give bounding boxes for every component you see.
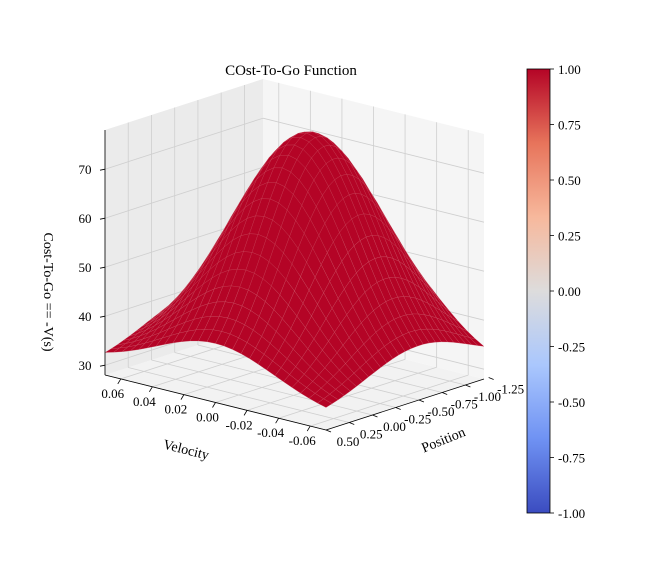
y-tick-mark: [349, 422, 355, 425]
z-tick-label: 40: [79, 309, 92, 324]
y-axis-line: [325, 378, 485, 431]
cost-surface: [104, 131, 485, 408]
x-axis-label: Velocity: [161, 438, 210, 464]
x-tick-mark: [117, 378, 122, 385]
chart-title: COst-To-Go Function: [225, 63, 357, 79]
surface-facet: [317, 398, 333, 408]
grid-line: [278, 366, 437, 419]
colorbar-ticks: 1.00 0.75 0.50 0.25 0.00 -0.25 -0.50 -0.75 -1.00: [550, 62, 585, 521]
axes-3d: -0.06 -0.04 -0.02 0.00 0.02 0.04 0.06 0.50 0.25…: [40, 79, 524, 464]
y-tick-mark: [418, 399, 425, 403]
x-tick-label: 0.02: [165, 402, 188, 417]
z-tick-mark: [99, 364, 106, 367]
colorbar-tick-label: -0.25: [558, 340, 585, 355]
x-tick-label: -0.04: [257, 425, 285, 440]
y-axis-label: Position: [420, 425, 468, 456]
y-tick-label: 0.00: [383, 419, 406, 434]
z-tick-label: 70: [79, 162, 92, 177]
y-tick-label: 0.50: [337, 434, 360, 449]
colorbar-tick-label: 0.75: [558, 118, 581, 133]
colorbar-tick-label: 1.00: [558, 62, 581, 77]
colorbar-gradient: [527, 69, 550, 513]
z-axis-ticks: 30 40 50 60 70: [79, 162, 106, 373]
y-tick-mark: [325, 429, 332, 433]
grid-line: [310, 374, 469, 427]
z-tick-label: 60: [79, 211, 92, 226]
y-tick-mark: [465, 384, 471, 388]
x-tick-label: 0.06: [101, 386, 124, 401]
colorbar-tick-label: 0.00: [558, 284, 581, 299]
z-tick-mark: [99, 266, 106, 269]
y-tick-label: -0.25: [404, 412, 431, 427]
y-tick-mark: [442, 392, 448, 395]
grid-line: [262, 117, 485, 174]
y-axis-ticks: 0.50 0.25 0.00-0.25-0.50-0.75-1.00-1.25: [325, 377, 524, 449]
y-tick-label: 0.25: [360, 427, 383, 442]
grid-line: [104, 166, 264, 219]
x-tick-label: -0.02: [226, 417, 253, 432]
x-tick-mark: [306, 425, 311, 432]
x-tick-mark: [180, 394, 185, 400]
colorbar-tick-label: -0.50: [558, 395, 585, 410]
y-tick-label: -1.00: [474, 389, 501, 404]
x-tick-mark: [243, 410, 248, 416]
z-axis-label: Cost-To-Go == -V(s): [40, 232, 55, 351]
z-tick-label: 30: [79, 358, 92, 373]
x-axis-ticks: -0.06 -0.04 -0.02 0.00 0.02 0.04 0.06: [101, 378, 317, 448]
z-tick-label: 50: [79, 260, 92, 275]
colorbar: 1.00 0.75 0.50 0.25 0.00 -0.25 -0.50 -0.75 -1.00: [526, 62, 585, 521]
colorbar-tick-label: -1.00: [558, 506, 585, 521]
z-tick-mark: [99, 217, 106, 220]
colorbar-tick-label: -0.75: [558, 451, 585, 466]
x-tick-label: 0.04: [133, 394, 156, 409]
x-tick-mark: [149, 386, 153, 392]
y-tick-mark: [488, 377, 494, 380]
y-tick-label: -0.75: [451, 397, 478, 412]
z-tick-mark: [99, 315, 106, 318]
colorbar-tick-label: 0.50: [558, 173, 581, 188]
y-tick-mark: [372, 414, 378, 418]
x-tick-label: 0.00: [196, 410, 219, 425]
colorbar-tick-label: 0.25: [558, 229, 581, 244]
x-tick-mark: [275, 418, 279, 424]
y-tick-label: -0.50: [427, 404, 454, 419]
y-tick-label: -1.25: [497, 382, 524, 397]
z-tick-mark: [99, 168, 106, 171]
x-tick-mark: [212, 402, 216, 408]
x-tick-label: -0.06: [289, 433, 317, 448]
y-tick-mark: [395, 407, 401, 410]
grid-line: [128, 367, 350, 423]
grid-line: [104, 117, 264, 170]
grid-line: [151, 359, 373, 416]
